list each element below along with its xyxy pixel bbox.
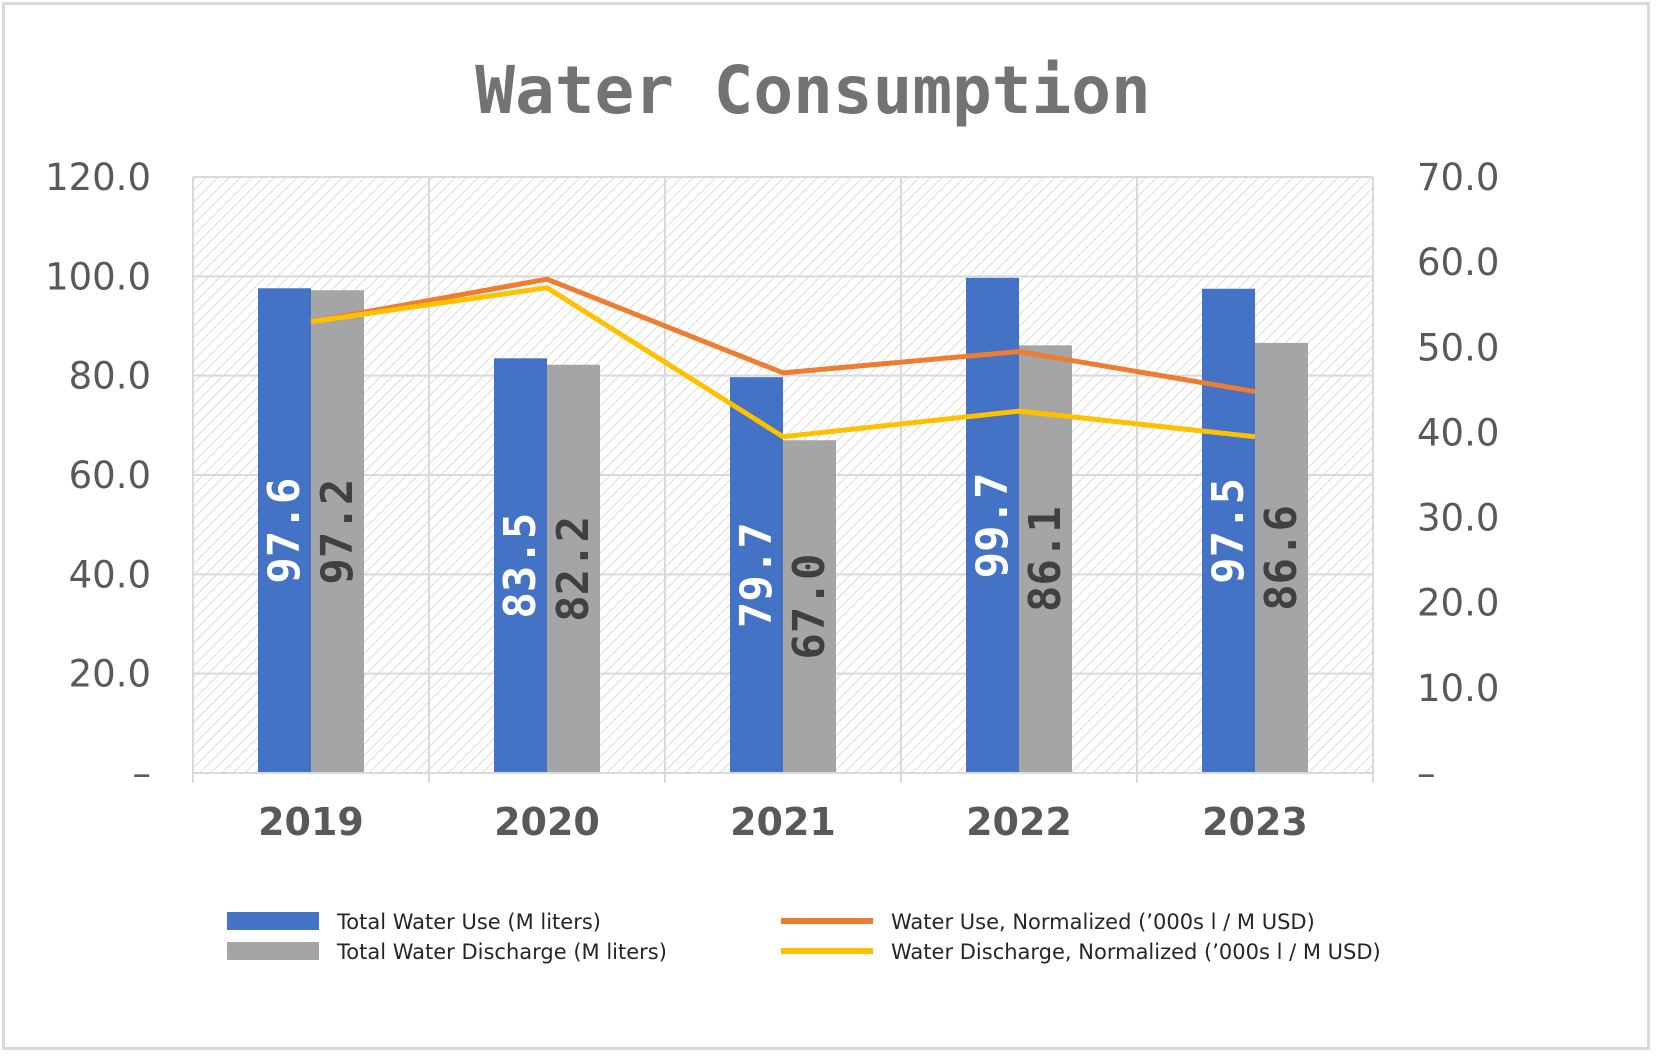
data-labels: 97.6 83.5 79.7 99.7 97.5 97.2 82.2 67.0 86.1 86.6 — [259, 472, 1307, 659]
bar-data-label: 86.6 — [1256, 505, 1307, 611]
x-axis-tick-label: 2020 — [494, 800, 600, 844]
left-axis-tick-label: 40.0 — [69, 553, 151, 596]
bar — [547, 364, 600, 773]
legend-label: Total Water Use (M liters) — [336, 910, 601, 934]
bar-data-label: 86.1 — [1020, 506, 1071, 612]
axes: – 20.0 40.0 60.0 80.0 100.0 120.0 – 10.0 20.0 30.0… — [45, 156, 1499, 844]
legend-swatch — [227, 912, 319, 930]
bar — [1202, 288, 1255, 773]
bar — [1255, 342, 1308, 773]
legend-label: Total Water Discharge (M liters) — [336, 940, 667, 964]
bar-data-label: 97.5 — [1203, 478, 1254, 584]
legend-label: Water Discharge, Normalized (’000s l / M… — [891, 940, 1381, 964]
left-axis-tick-label: 60.0 — [69, 454, 151, 497]
x-axis-tick-label: 2021 — [730, 800, 836, 844]
right-axis-tick-label: 40.0 — [1417, 411, 1499, 454]
water-consumption-chart: Water Consumption 97.6 83.5 79.7 99.7 97.597… — [45, 52, 1499, 964]
bar-data-label: 83.5 — [495, 513, 546, 619]
left-axis-tick-label: 100.0 — [45, 255, 151, 298]
bar-data-label: 79.7 — [731, 522, 782, 628]
bar-series — [258, 277, 1308, 773]
x-axis-tick-label: 2019 — [258, 800, 364, 844]
bar-data-label: 97.6 — [259, 478, 310, 584]
left-axis-tick-label: 20.0 — [69, 653, 151, 696]
chart-title: Water Consumption — [475, 52, 1151, 129]
right-axis-tick-label: 20.0 — [1417, 582, 1499, 625]
line-series — [310, 276, 1256, 440]
left-axis-tick-label: 80.0 — [69, 355, 151, 398]
bar — [311, 290, 364, 773]
legend-label: Water Use, Normalized (’000s l / M USD) — [891, 910, 1315, 934]
bar-data-label: 67.0 — [784, 554, 835, 660]
series-line — [310, 276, 1256, 395]
legend-swatch — [227, 942, 319, 960]
x-axis-tick-label: 2022 — [966, 800, 1072, 844]
right-axis-tick-label: 10.0 — [1417, 667, 1499, 710]
right-axis-tick-label: 60.0 — [1417, 241, 1499, 284]
right-axis-tick-label: 50.0 — [1417, 326, 1499, 369]
bar-data-label: 99.7 — [967, 472, 1018, 578]
bar-data-label: 82.2 — [548, 516, 599, 622]
bar — [258, 288, 311, 773]
left-axis-tick-label: – — [133, 752, 152, 795]
right-axis-tick-label: 70.0 — [1417, 156, 1499, 199]
right-axis-tick-label: – — [1417, 752, 1436, 795]
x-axis-tick-label: 2023 — [1202, 800, 1308, 844]
bar — [783, 440, 836, 773]
bar — [494, 358, 547, 773]
right-axis-tick-label: 30.0 — [1417, 497, 1499, 540]
bar — [730, 377, 783, 773]
bar — [966, 277, 1019, 773]
legend: Total Water Use (M liters) Total Water Di… — [227, 910, 1381, 964]
series-line — [310, 285, 1256, 440]
bar-data-label: 97.2 — [312, 479, 363, 585]
left-axis-tick-label: 120.0 — [45, 156, 151, 199]
